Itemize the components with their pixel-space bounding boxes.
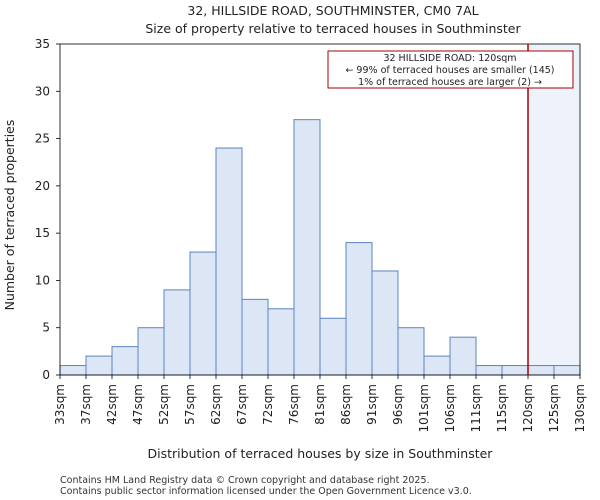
bar-125sqm	[553, 365, 581, 376]
x-axis-label: Distribution of terraced houses by size …	[148, 446, 494, 461]
annotation-line-2: ← 99% of terraced houses are smaller (14…	[345, 65, 554, 76]
bar-47sqm	[137, 327, 165, 376]
y-tick-label: 5	[42, 321, 50, 335]
bar-37sqm	[85, 355, 113, 376]
y-axis-ticks: 0 5 10 15 20 25 30 35	[35, 37, 60, 382]
bar-67sqm	[241, 298, 269, 376]
bars-group	[59, 119, 581, 376]
x-tick-label: 76sqm	[287, 384, 301, 425]
bar-101sqm	[423, 355, 451, 376]
x-tick-label: 111sqm	[469, 384, 483, 432]
annotation-line-3: 1% of terraced houses are larger (2) →	[358, 77, 542, 88]
x-tick-label: 130sqm	[573, 384, 587, 432]
bar-115sqm	[501, 365, 529, 376]
y-axis-label: Number of terraced properties	[2, 120, 17, 311]
x-tick-label: 33sqm	[53, 384, 67, 425]
bar-62sqm	[215, 147, 243, 376]
bar-72sqm	[267, 308, 295, 376]
bar-111sqm	[475, 365, 503, 376]
x-tick-label: 52sqm	[157, 384, 171, 425]
annotation-line-1: 32 HILLSIDE ROAD: 120sqm	[383, 53, 516, 64]
x-tick-label: 86sqm	[339, 384, 353, 425]
x-axis-ticks: 33sqm 37sqm 42sqm 47sqm 52sqm 57sqm 62sqm 67sqm…	[53, 375, 587, 432]
y-tick-label: 15	[35, 226, 50, 240]
y-tick-label: 0	[42, 368, 50, 382]
footer-line-2: Contains public sector information licen…	[60, 486, 472, 497]
bar-120sqm	[527, 365, 555, 376]
x-tick-label: 42sqm	[105, 384, 119, 425]
chart-subtitle: Size of property relative to terraced ho…	[145, 21, 521, 36]
bar-42sqm	[111, 346, 139, 376]
x-tick-label: 106sqm	[443, 384, 457, 432]
y-tick-label: 25	[35, 132, 50, 146]
x-tick-label: 37sqm	[79, 384, 93, 425]
x-tick-label: 91sqm	[365, 384, 379, 425]
x-tick-label: 115sqm	[495, 384, 509, 432]
x-tick-label: 125sqm	[547, 384, 561, 432]
y-tick-label: 35	[35, 37, 50, 51]
x-tick-label: 96sqm	[391, 384, 405, 425]
footer-line-1: Contains HM Land Registry data © Crown c…	[60, 475, 430, 486]
bar-106sqm	[449, 336, 477, 376]
bar-91sqm	[371, 270, 399, 376]
x-tick-label: 67sqm	[235, 384, 249, 425]
bar-57sqm	[189, 251, 217, 376]
bar-81sqm	[319, 317, 347, 376]
y-tick-label: 30	[35, 84, 50, 98]
chart-title: 32, HILLSIDE ROAD, SOUTHMINSTER, CM0 7AL	[187, 3, 478, 18]
x-tick-label: 57sqm	[183, 384, 197, 425]
bar-33sqm	[59, 365, 87, 376]
bar-52sqm	[163, 289, 191, 376]
bar-86sqm	[345, 242, 373, 376]
x-tick-label: 62sqm	[209, 384, 223, 425]
x-tick-label: 72sqm	[261, 384, 275, 425]
x-tick-label: 47sqm	[131, 384, 145, 425]
highlight-region	[528, 44, 580, 375]
x-tick-label: 101sqm	[417, 384, 431, 432]
x-tick-label: 81sqm	[313, 384, 327, 425]
bar-76sqm	[293, 119, 321, 376]
bar-96sqm	[397, 327, 425, 376]
y-tick-label: 20	[35, 179, 50, 193]
y-tick-label: 10	[35, 273, 50, 287]
x-tick-label: 120sqm	[521, 384, 535, 432]
annotation-box: 32 HILLSIDE ROAD: 120sqm ← 99% of terrac…	[327, 50, 574, 89]
